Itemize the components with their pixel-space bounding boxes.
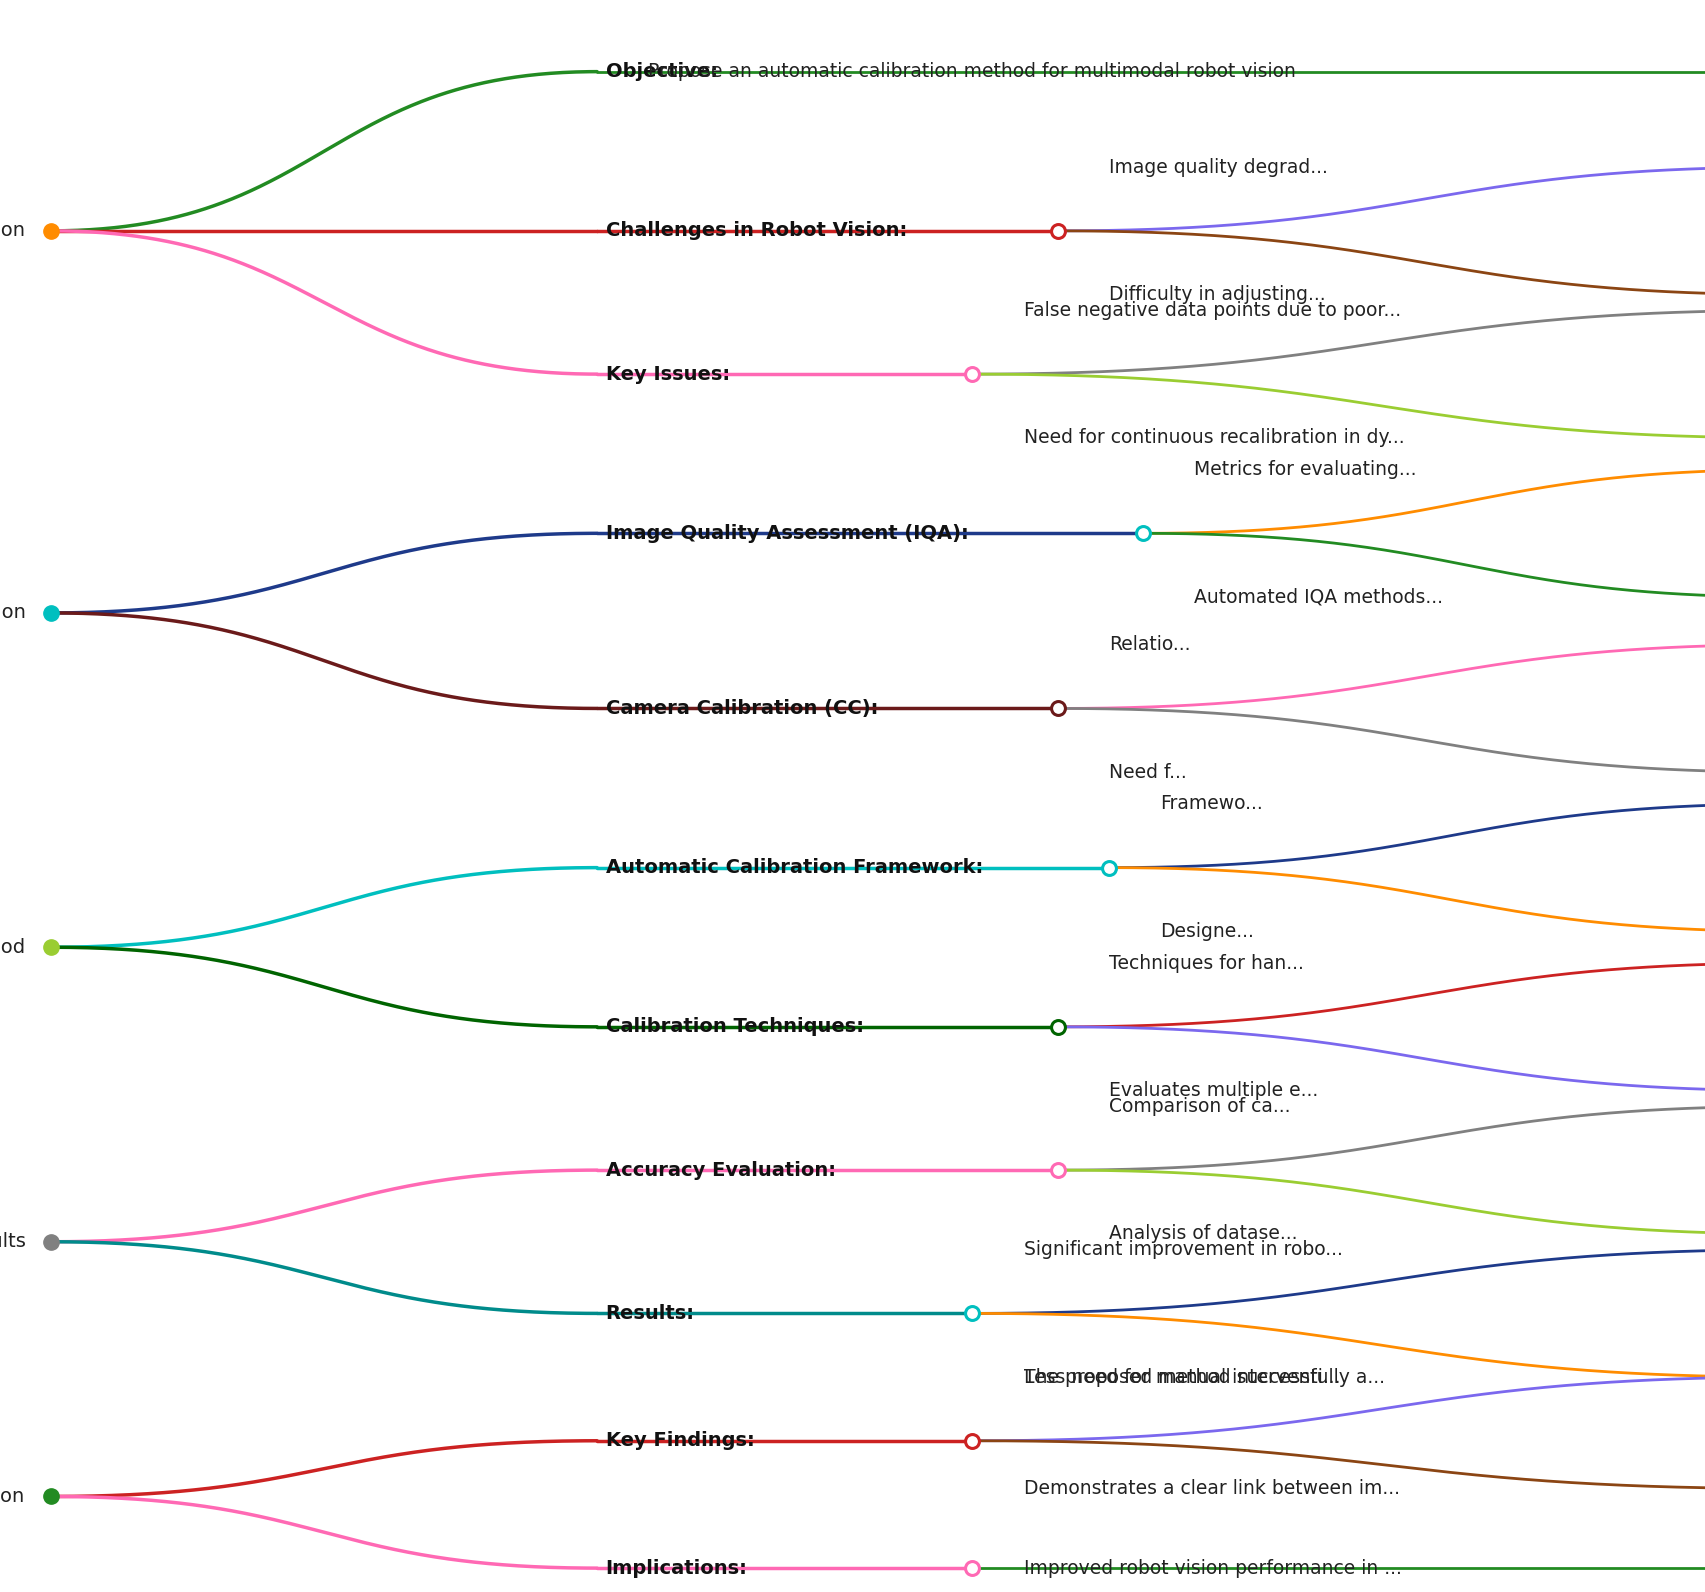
Text: Comparison of ca...: Comparison of ca...	[1108, 1097, 1289, 1116]
Text: Relatio...: Relatio...	[1108, 635, 1190, 654]
Text: Image quality degrad...: Image quality degrad...	[1108, 158, 1326, 177]
Text: Difficulty in adjusting...: Difficulty in adjusting...	[1108, 285, 1325, 304]
Text: Image Quality and Calibration: Image Quality and Calibration	[0, 603, 26, 622]
Text: Analysis of datase...: Analysis of datase...	[1108, 1224, 1296, 1243]
Text: Automated IQA methods...: Automated IQA methods...	[1194, 587, 1442, 607]
Text: Designe...: Designe...	[1159, 922, 1253, 941]
Text: Need for continuous recalibration in dy...: Need for continuous recalibration in dy.…	[1023, 428, 1403, 447]
Text: Camera Calibration (CC):: Camera Calibration (CC):	[605, 699, 878, 718]
Text: Key Findings:: Key Findings:	[605, 1431, 754, 1450]
Text: Evaluates multiple e...: Evaluates multiple e...	[1108, 1081, 1318, 1100]
Text: Introduction: Introduction	[0, 221, 26, 240]
Text: Key Issues:: Key Issues:	[605, 365, 730, 384]
Text: Proposed Method: Proposed Method	[0, 938, 26, 957]
Text: Results:: Results:	[605, 1304, 694, 1323]
Text: Objective:: Objective:	[605, 62, 718, 81]
Text: Improved robot vision performance in ...: Improved robot vision performance in ...	[1023, 1559, 1400, 1578]
Text: Implications:: Implications:	[605, 1559, 747, 1578]
Text: Need f...: Need f...	[1108, 763, 1187, 782]
Text: Calibration Techniques:: Calibration Techniques:	[605, 1017, 863, 1036]
Text: Propose an automatic calibration method for multimodal robot vision: Propose an automatic calibration method …	[648, 62, 1296, 81]
Text: Framewo...: Framewo...	[1159, 794, 1262, 814]
Text: Metrics for evaluating...: Metrics for evaluating...	[1194, 460, 1415, 479]
Text: Significant improvement in robo...: Significant improvement in robo...	[1023, 1240, 1342, 1259]
Text: Challenges in Robot Vision:: Challenges in Robot Vision:	[605, 221, 907, 240]
Text: Conclusion: Conclusion	[0, 1487, 26, 1506]
Text: Accuracy Evaluation:: Accuracy Evaluation:	[605, 1161, 835, 1180]
Text: The proposed method successfully a...: The proposed method successfully a...	[1023, 1368, 1384, 1387]
Text: False negative data points due to poor...: False negative data points due to poor..…	[1023, 301, 1400, 320]
Text: Less need for manual interventi...: Less need for manual interventi...	[1023, 1368, 1340, 1387]
Text: Techniques for han...: Techniques for han...	[1108, 954, 1303, 973]
Text: Image Quality Assessment (IQA):: Image Quality Assessment (IQA):	[605, 524, 968, 543]
Text: Automatic Calibration Framework:: Automatic Calibration Framework:	[605, 858, 982, 877]
Text: Evaluation and Results: Evaluation and Results	[0, 1232, 26, 1251]
Text: Demonstrates a clear link between im...: Demonstrates a clear link between im...	[1023, 1479, 1398, 1498]
